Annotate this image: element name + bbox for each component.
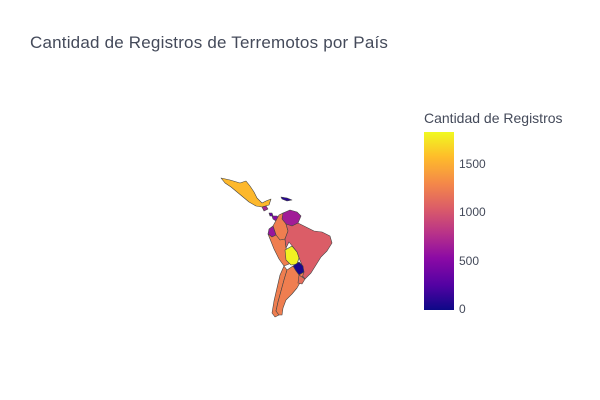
colorbar-tick: 0 [459, 302, 466, 316]
country-cuba[interactable] [280, 196, 293, 202]
country-guatemala[interactable] [261, 205, 269, 212]
colorbar-tick: 500 [459, 254, 480, 268]
colorbar-title: Cantidad de Registros [424, 110, 563, 126]
colorbar-tick: 1500 [459, 157, 486, 171]
country-uruguay[interactable] [297, 274, 306, 285]
chart-title: Cantidad de Registros de Terremotos por … [30, 33, 389, 52]
colorbar-tick: 1000 [459, 205, 486, 219]
country-bolivia[interactable] [284, 245, 300, 266]
country-argentina[interactable] [275, 265, 305, 316]
country-mxico[interactable] [220, 177, 272, 208]
country-costarica[interactable] [268, 212, 274, 217]
country-brasil[interactable] [284, 222, 333, 280]
colorbar [424, 132, 454, 310]
